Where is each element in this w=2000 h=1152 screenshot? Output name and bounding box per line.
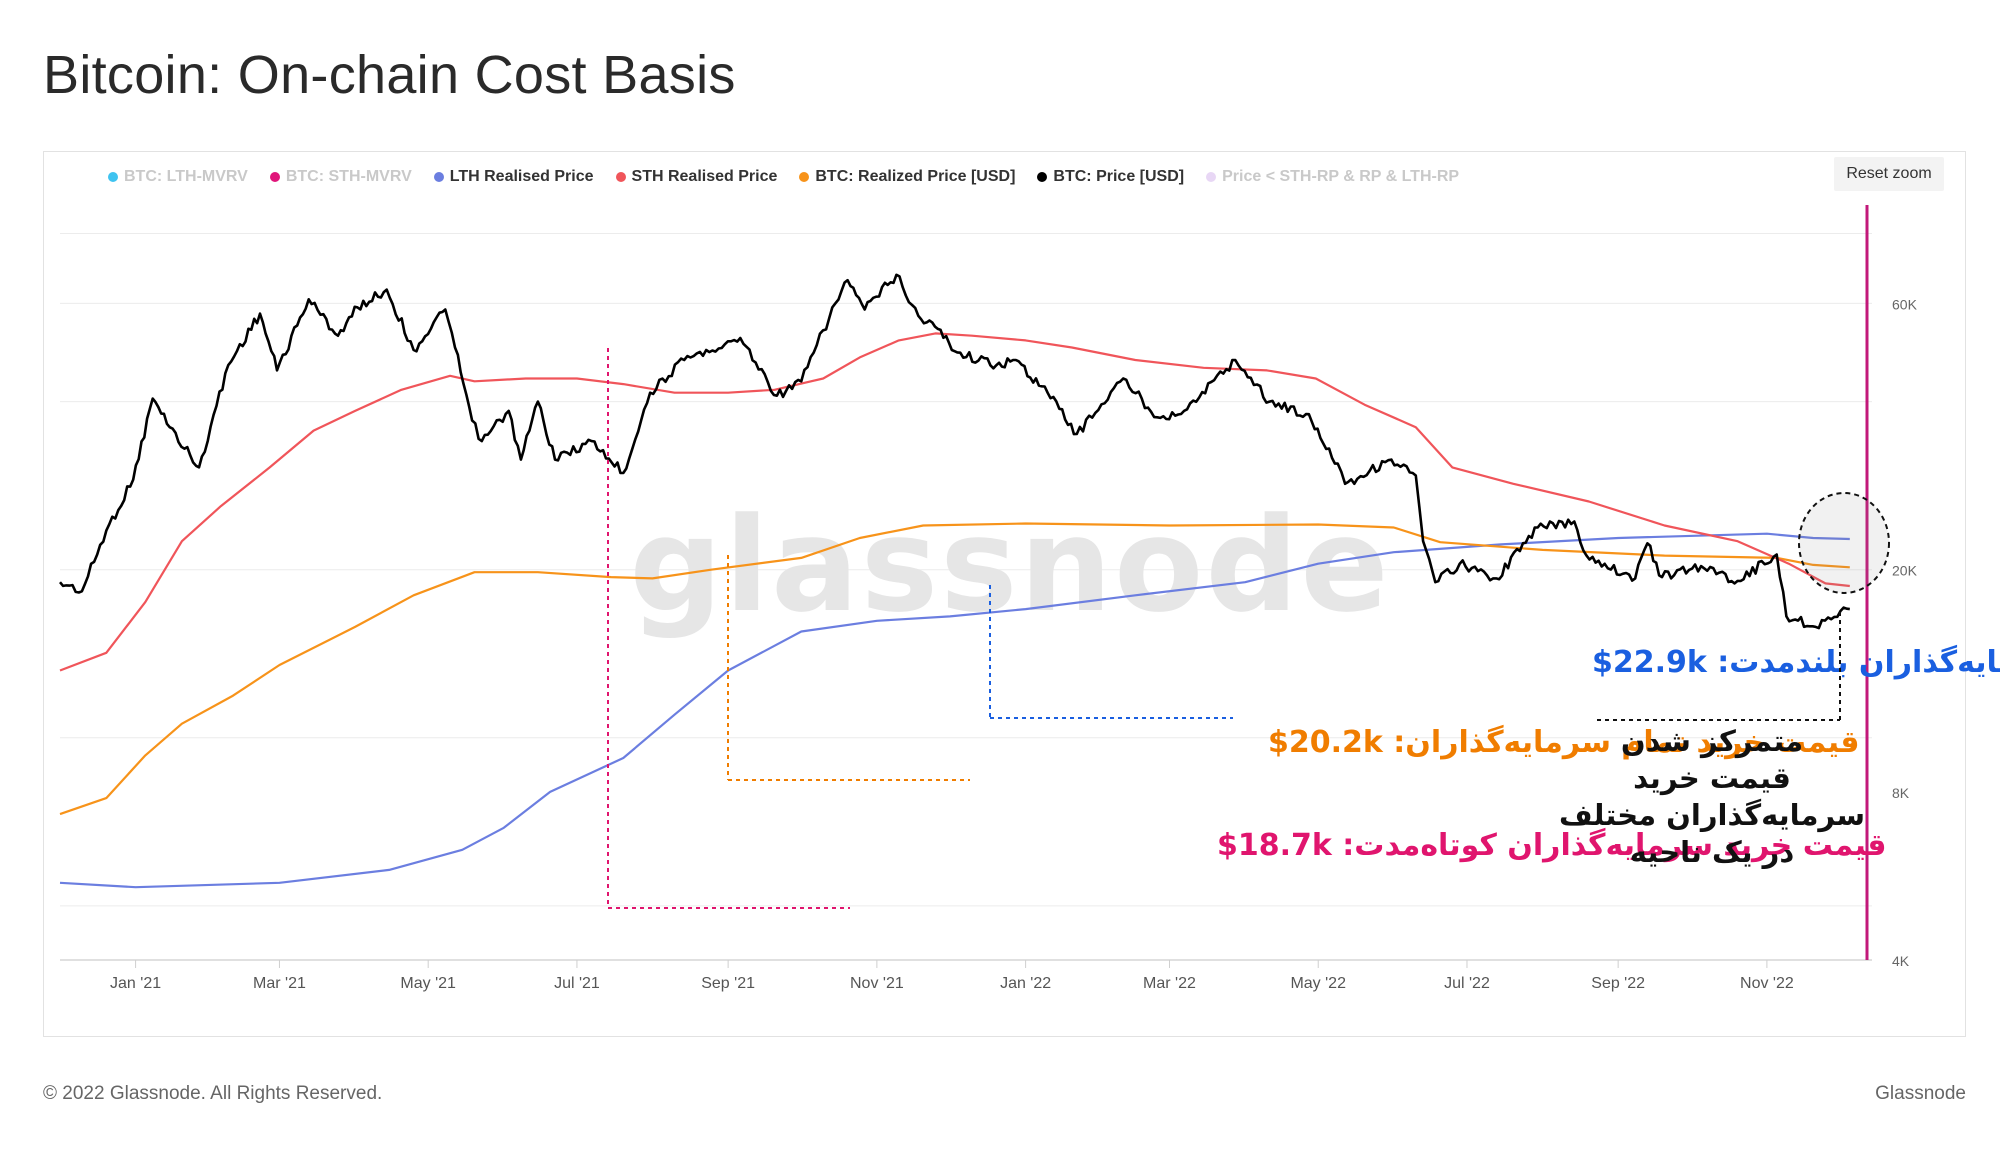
x-tick-label: Jul '21 [554,975,600,992]
y-tick-label: 4K [1892,953,1910,969]
legend-dot-icon [1206,172,1217,182]
x-tick-label: Nov '22 [1740,975,1794,992]
axis-labels: 4K 8K 20K 60K Jan '21 Mar '21 May '21 Jul '21 Se… [110,296,1918,992]
legend-item-2[interactable]: LTH Realised Price [433,164,594,190]
annotation-convergence-line: قیمت خرید [1633,761,1791,795]
annotation-convergence-line: سرمایه‌گذاران مختلف [1559,798,1865,832]
btc-price-usd-line [59,273,1850,630]
footer-brand: Glassnode [1875,1083,1966,1104]
x-tick-label: May '21 [400,975,456,992]
annotation-convergence-line: در یک ناحیه [1630,835,1794,869]
legend-item-6[interactable]: Price < STH-RP & RP & LTH-RP [1206,164,1459,190]
legend-dot-icon [799,172,810,182]
legend-item-3[interactable]: STH Realised Price [615,164,778,190]
x-tick-label: Sep '21 [701,975,755,992]
btc-realized-price-usd-line [59,522,1850,816]
annotation-lth-cost-basis: قیمت خرید سرمایه‌گذاران بلندمدت: 22.9k$ [1592,644,2000,680]
annotation-sth-cost-basis: قیمت خرید سرمایه‌گذاران کوتاه‌مدت: 18.7k… [1217,827,1887,863]
legend-dot-icon [269,172,280,182]
legend-label: Price < STH-RP & RP & LTH-RP [1222,168,1460,185]
grid-lines [60,205,1872,961]
legend-label: BTC: LTH-MVRV [124,168,248,185]
sth-realised-price-line [59,332,1850,672]
legend-dot-icon [108,172,118,182]
legend-item-5[interactable]: BTC: Price [USD] [1037,164,1184,190]
legend-item-4[interactable]: BTC: Realized Price [USD] [799,164,1015,190]
annotation-layer: قیمت خرید سرمایه‌گذاران بلندمدت: 22.9k$ ق… [607,348,2000,909]
x-tick-label: Sep '22 [1591,975,1645,992]
series-layer [59,273,1850,889]
glassnode-watermark: glassnode [629,489,1390,641]
x-tick-label: Jul '22 [1444,975,1490,992]
lth-realised-price-line [59,532,1850,889]
annotation-convergence-line: متمرکز شدن [1621,724,1803,758]
annotation-realized-cost-basis: قیمت خرید تمام سرمایه‌گذاران: 20.2k$ [1268,724,1860,760]
legend-label: BTC: Price [USD] [1053,168,1185,185]
reset-zoom-button[interactable]: Reset zoom [1834,157,1944,191]
legend-item-0[interactable]: BTC: LTH-MVRV [108,164,248,190]
x-tick-label: Jan '21 [110,975,161,992]
x-tick-label: Mar '21 [253,975,306,992]
convergence-circle [1798,492,1890,594]
footer-copyright: © 2022 Glassnode. All Rights Reserved. [43,1083,383,1104]
x-tick-label: Nov '21 [850,975,904,992]
y-tick-label: 20K [1892,563,1918,579]
x-tick-label: Jan '22 [1000,975,1051,992]
page-title: Bitcoin: On-chain Cost Basis [43,45,736,105]
legend-item-1[interactable]: BTC: STH-MVRV [269,164,412,190]
legend-label: BTC: STH-MVRV [285,168,412,185]
legend-dot-icon [615,172,626,182]
x-tick-label: May '22 [1290,975,1346,992]
legend-dot-icon [433,172,444,182]
chart-frame [43,151,1966,1037]
legend-label: BTC: Realized Price [USD] [815,168,1016,185]
y-tick-label: 60K [1892,296,1918,312]
legend-dot-icon [1037,172,1048,182]
y-tick-label: 8K [1892,785,1910,801]
legend-label: STH Realised Price [631,168,778,185]
chart-legend: BTC: LTH-MVRV BTC: STH-MVRV LTH Realised P… [108,164,1481,190]
x-tick-label: Mar '22 [1143,975,1196,992]
legend-label: LTH Realised Price [449,168,594,185]
